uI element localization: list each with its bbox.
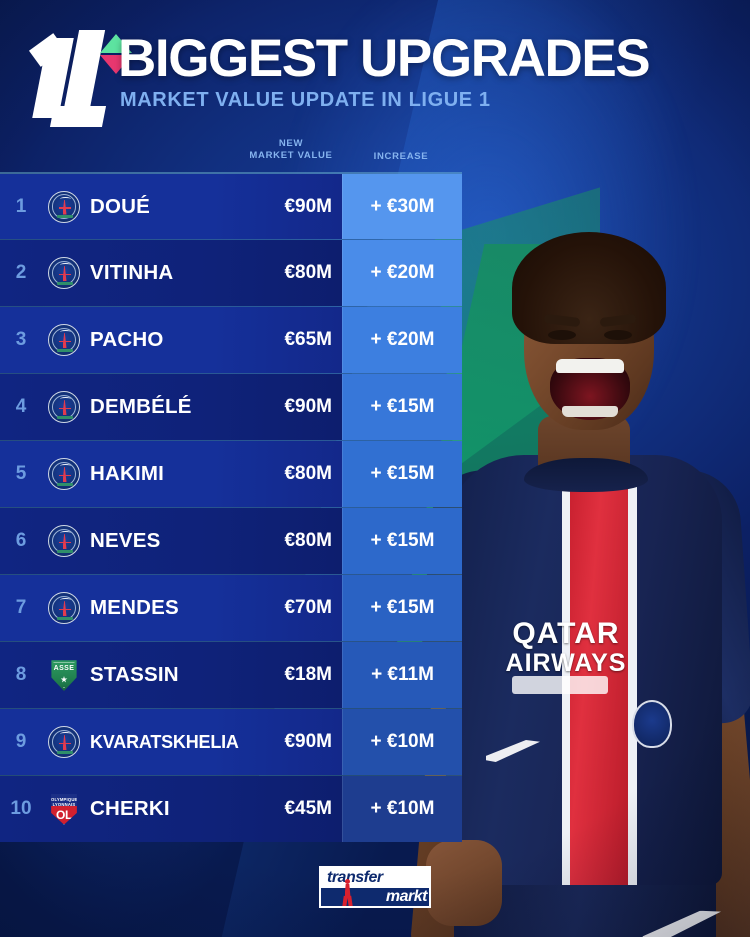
row-market-value: €18M [284, 664, 332, 685]
row-club-badge [42, 190, 86, 223]
row-rank: 6 [15, 530, 27, 551]
table-row[interactable]: 4 DEMBÉLÉ €90M + €15M [0, 373, 462, 440]
row-player-name: HAKIMI [90, 462, 165, 485]
triangle-down-icon [100, 55, 132, 74]
table-row[interactable]: 6 NEVES €80M + €15M [0, 507, 462, 574]
row-rank: 4 [15, 396, 27, 417]
row-market-value: €90M [284, 731, 332, 752]
psg-badge [48, 458, 80, 490]
row-club-badge [42, 726, 86, 758]
row-club-badge [42, 257, 86, 289]
psg-badge [48, 391, 80, 423]
column-header-market-value-line2: MARKET VALUE [249, 149, 333, 161]
row-rank: 1 [15, 195, 27, 217]
row-rank: 3 [15, 329, 27, 350]
row-club-badge [42, 458, 86, 490]
row-rank: 8 [15, 664, 27, 685]
row-club-badge [42, 391, 86, 423]
row-player-name: KVARATSKHELIA [90, 731, 239, 752]
row-rank: 10 [10, 798, 32, 819]
row-increase: + €15M [342, 575, 462, 641]
row-increase: + €15M [342, 441, 462, 507]
row-player-name: CHERKI [90, 797, 170, 820]
row-increase: + €15M [342, 508, 462, 574]
row-market-value: €80M [284, 530, 332, 551]
psg-badge [48, 190, 80, 223]
triangle-up-icon [100, 34, 132, 53]
column-header-market-value-line1: NEW [278, 138, 304, 149]
row-rank: 5 [15, 463, 27, 484]
table-row[interactable]: 2 VITINHA €80M + €20M [0, 239, 462, 306]
row-increase: + €30M [342, 174, 462, 239]
row-player-name: STASSIN [90, 663, 179, 686]
column-headers: NEW MARKET VALUE INCREASE [0, 138, 470, 172]
row-rank: 9 [15, 731, 27, 752]
transfermarkt-logo-top: transfer [321, 868, 429, 888]
psg-badge [48, 592, 80, 624]
rankings-table: 1 DOUÉ €90M + €30M 2 VITINHA €80M + €20M 3 PACHO €… [0, 172, 462, 842]
table-row[interactable]: 1 DOUÉ €90M + €30M [0, 172, 462, 239]
psg-badge [48, 525, 80, 557]
row-club-badge: ASSE [42, 659, 86, 691]
table-row[interactable]: 5 HAKIMI €80M + €15M [0, 440, 462, 507]
row-market-value: €45M [284, 798, 332, 819]
psg-badge [48, 257, 80, 289]
row-club-badge [42, 592, 86, 624]
row-increase: + €11M [342, 642, 462, 708]
row-increase: + €15M [342, 374, 462, 440]
row-increase: + €20M [342, 307, 462, 373]
row-rank: 7 [15, 597, 27, 618]
ligue-1-logo-icon [26, 22, 132, 127]
row-club-badge [42, 324, 86, 356]
row-player-name: NEVES [90, 529, 161, 552]
header: BIGGEST UPGRADES MARKET VALUE UPDATE IN … [0, 0, 750, 140]
saint-etienne-badge: ASSE [51, 660, 77, 691]
row-player-name: PACHO [90, 328, 164, 351]
row-player-name: VITINHA [90, 261, 174, 284]
row-increase: + €10M [342, 709, 462, 775]
row-player-name: DOUÉ [90, 194, 151, 218]
transfermarkt-figure-icon [342, 879, 353, 906]
table-row[interactable]: 8 ASSE STASSIN €18M + €11M [0, 641, 462, 708]
row-club-badge [42, 525, 86, 557]
row-market-value: €65M [284, 329, 332, 350]
row-market-value: €80M [284, 262, 332, 283]
column-header-increase: INCREASE [373, 151, 429, 162]
row-club-badge: OLYMPIQUE LYONNAIS OL [42, 793, 86, 825]
page-subtitle: MARKET VALUE UPDATE IN LIGUE 1 [120, 89, 491, 111]
row-market-value: €90M [284, 195, 332, 217]
psg-badge [48, 726, 80, 758]
page-title: BIGGEST UPGRADES [118, 29, 651, 88]
psg-badge [48, 324, 80, 356]
column-header-market-value: NEW MARKET VALUE [240, 138, 342, 162]
transfermarkt-logo-bottom: markt [321, 888, 429, 906]
row-player-name: DEMBÉLÉ [90, 395, 192, 418]
lyon-badge: OLYMPIQUE LYONNAIS OL [51, 793, 77, 825]
row-player-name: MENDES [90, 596, 179, 619]
table-row[interactable]: 10 OLYMPIQUE LYONNAIS OL CHERKI €45M + €10M [0, 775, 462, 842]
row-market-value: €90M [284, 396, 332, 417]
transfermarkt-logo: transfer markt [319, 866, 431, 908]
row-market-value: €80M [284, 463, 332, 484]
table-row[interactable]: 9 KVARATSKHELIA €90M + €10M [0, 708, 462, 775]
table-row[interactable]: 3 PACHO €65M + €20M [0, 306, 462, 373]
row-increase: + €20M [342, 240, 462, 306]
row-market-value: €70M [284, 597, 332, 618]
row-increase: + €10M [342, 776, 462, 842]
table-row[interactable]: 7 MENDES €70M + €15M [0, 574, 462, 641]
row-rank: 2 [15, 262, 27, 283]
